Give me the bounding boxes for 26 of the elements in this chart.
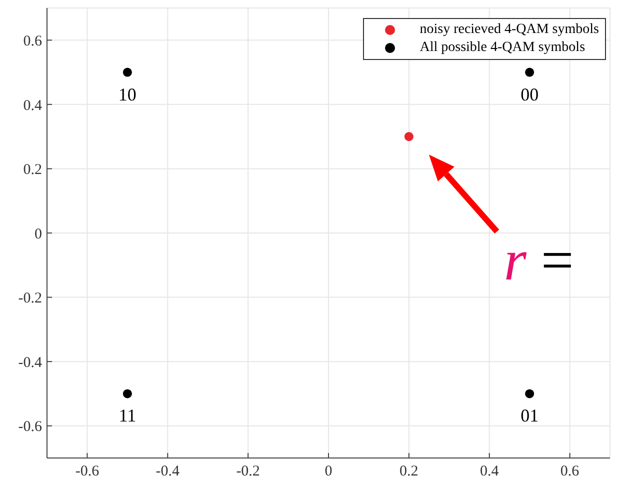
- y-tick-label: 0: [34, 226, 42, 242]
- y-tick-label: 0.2: [23, 162, 42, 178]
- point: [404, 132, 414, 142]
- point: [525, 68, 534, 77]
- annotation: 10: [118, 84, 136, 104]
- point: [122, 68, 132, 77]
- x-tick-label: -0.6: [75, 464, 100, 480]
- legend-label: All possible 4-QAM symbols: [420, 39, 586, 57]
- point: [525, 389, 534, 398]
- annotation: 00: [520, 84, 539, 104]
- annotation: 11: [118, 406, 136, 426]
- x-tick-label: -0.2: [236, 464, 260, 480]
- legend-label: noisy recieved 4-QAM symbols: [420, 21, 599, 39]
- x-tick-label: 0.6: [560, 464, 580, 480]
- y-tick-label: -0.4: [18, 354, 42, 371]
- x-tick-label: 0: [324, 464, 332, 480]
- y-tick-label: 0.4: [23, 98, 42, 114]
- x-tick-label: -0.4: [156, 464, 180, 480]
- y-tick-label: -0.6: [18, 419, 42, 436]
- y-tick-label: 0.6: [23, 33, 42, 50]
- point: [122, 389, 132, 398]
- annotation: 01: [520, 406, 539, 426]
- x-tick-label: 0.2: [400, 464, 418, 480]
- y-tick-label: -0.2: [18, 290, 42, 307]
- annotation: r =: [504, 228, 574, 293]
- x-tick-label: 0.4: [480, 464, 500, 480]
